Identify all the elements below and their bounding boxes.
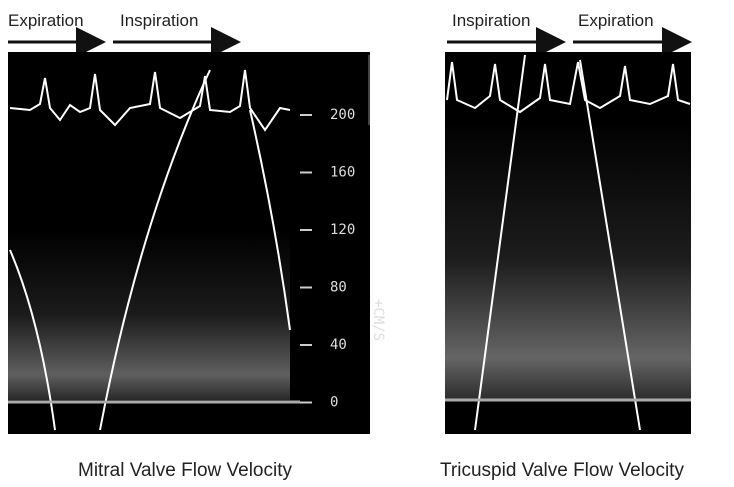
spectrum	[445, 120, 691, 400]
spectrum	[8, 230, 290, 400]
phase-label: Expiration	[8, 11, 84, 30]
resp-trace	[249, 109, 291, 331]
grayscale-bar	[368, 55, 370, 125]
scale-tick: 200	[330, 107, 355, 123]
resp-trace	[9, 249, 56, 431]
tricuspid-panel: Inspiration Expiration Tricuspid Valve F…	[440, 11, 692, 481]
scale-tick: 120	[330, 222, 355, 238]
caption: Mitral Valve Flow Velocity	[78, 460, 292, 481]
phase-label: Expiration	[578, 11, 654, 30]
scale-tick: 0	[330, 395, 338, 411]
caption: Tricuspid Valve Flow Velocity	[440, 460, 684, 481]
mitral-panel: Expiration Inspiration 200 160 120 80 40 0 +C…	[8, 11, 386, 481]
phase-label: Inspiration	[120, 11, 198, 30]
resp-trace	[99, 69, 211, 431]
ecg-trace	[446, 61, 691, 114]
resp-trace	[579, 59, 641, 431]
scale-tick: 40	[330, 337, 347, 353]
resp-trace	[474, 54, 526, 431]
scale-tick: 160	[330, 165, 355, 181]
scale-unit: +CM/S	[370, 299, 386, 341]
ecg-trace	[9, 69, 291, 132]
phase-label: Inspiration	[452, 11, 530, 30]
scale-tick: 80	[330, 280, 347, 296]
